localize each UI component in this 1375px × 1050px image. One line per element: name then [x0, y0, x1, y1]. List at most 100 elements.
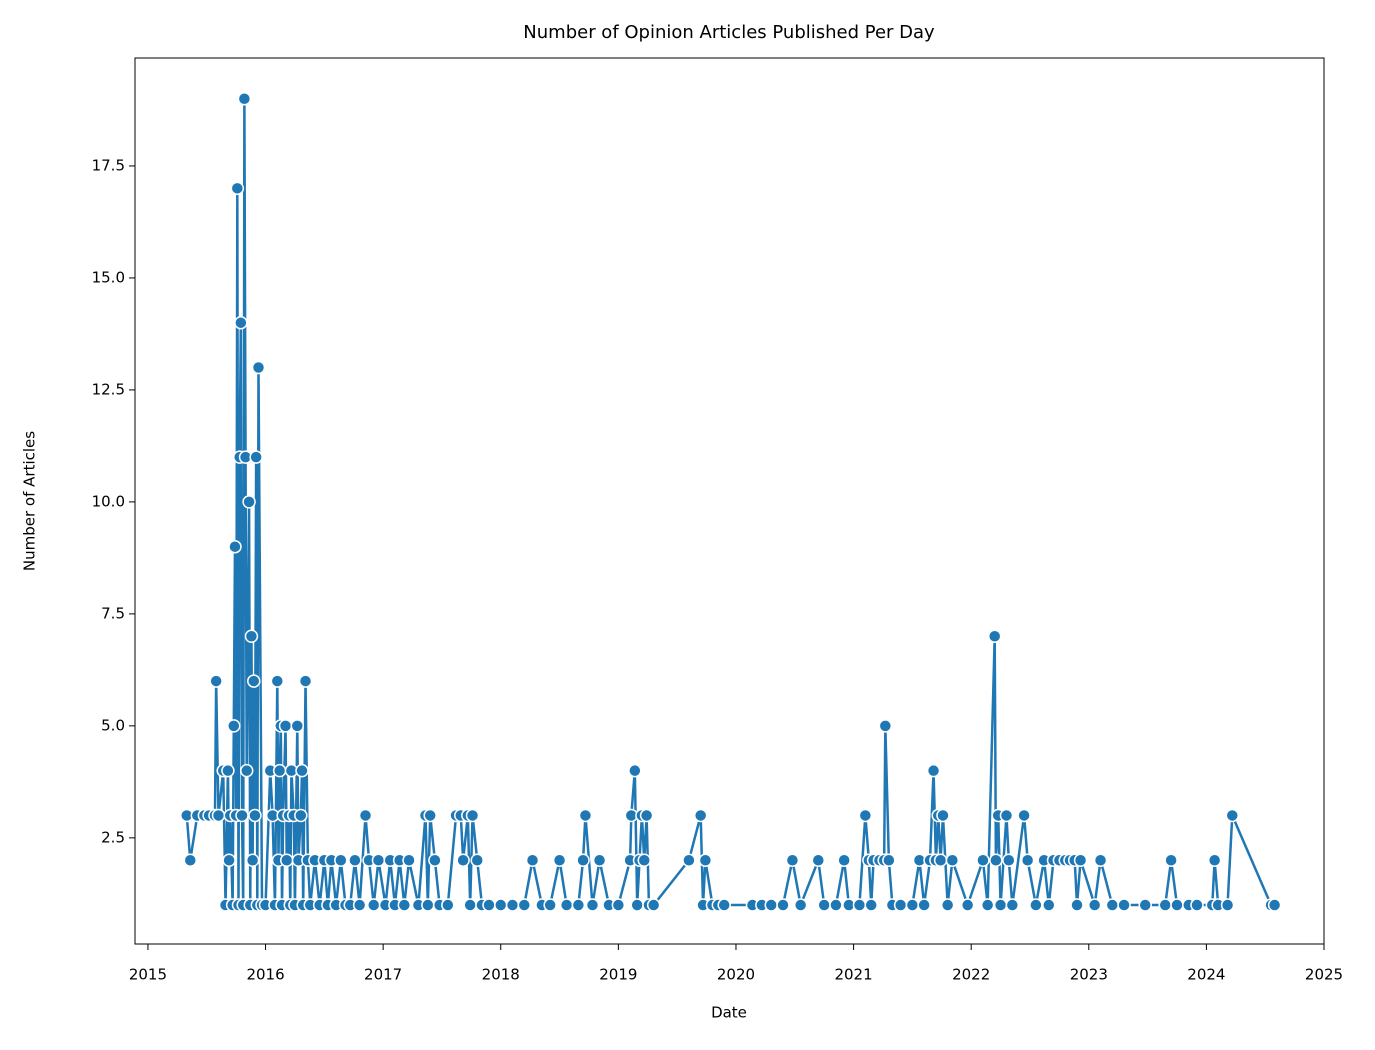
point [249, 450, 263, 464]
x-tick-label: 2020 [717, 966, 755, 984]
y-tick-label: 5.0 [101, 716, 125, 734]
y-tick-label: 17.5 [92, 156, 125, 174]
point [494, 898, 508, 912]
x-tick-label: 2016 [246, 966, 284, 984]
point [698, 853, 713, 867]
point [811, 853, 826, 867]
point [960, 898, 975, 912]
line [185, 97, 1275, 907]
point [402, 853, 416, 867]
point [237, 92, 252, 106]
point [1164, 853, 1178, 867]
x-axis-label: Date [711, 1004, 747, 1022]
point [235, 808, 249, 823]
x-tick-label: 2021 [834, 966, 872, 984]
point [1267, 898, 1282, 912]
y-tick-label: 10.0 [92, 492, 125, 510]
point [785, 853, 800, 867]
point [371, 853, 386, 867]
point [630, 898, 644, 912]
point [993, 898, 1008, 912]
point [222, 853, 236, 867]
point [1042, 898, 1056, 912]
point [294, 808, 308, 823]
point [334, 853, 348, 867]
y-tick-label: 12.5 [92, 380, 125, 398]
point [864, 898, 878, 912]
point [837, 853, 851, 867]
point [571, 898, 586, 912]
point [517, 898, 532, 912]
point [183, 853, 198, 867]
point [247, 674, 261, 688]
point [829, 898, 843, 912]
point [482, 898, 496, 912]
point [1029, 898, 1043, 912]
point [940, 898, 955, 912]
point [251, 360, 266, 375]
point [1073, 853, 1088, 867]
point [295, 763, 309, 778]
point [1017, 808, 1031, 823]
point [543, 898, 557, 912]
point [525, 853, 540, 867]
point [211, 808, 226, 823]
point [1105, 898, 1120, 912]
point [576, 853, 590, 867]
point [272, 763, 287, 778]
point [242, 495, 256, 509]
point [227, 719, 241, 733]
point [578, 808, 593, 823]
x-tick-label: 2018 [482, 966, 520, 984]
point [764, 898, 779, 912]
point [463, 898, 477, 912]
y-tick-label: 15.0 [92, 268, 125, 286]
point [585, 898, 600, 912]
point [230, 181, 245, 196]
x-tick-label: 2024 [1187, 966, 1225, 984]
point [1070, 898, 1084, 912]
chart-title: Number of Opinion Articles Published Per… [523, 22, 935, 43]
point [421, 898, 435, 912]
point [245, 853, 260, 867]
point [441, 898, 455, 912]
point [352, 898, 367, 912]
x-tick-label: 2015 [129, 966, 167, 984]
point [858, 808, 873, 823]
point [989, 853, 1003, 867]
y-tick-label: 2.5 [101, 828, 125, 846]
point [933, 853, 948, 867]
y-tick-label: 7.5 [101, 604, 125, 622]
point [221, 763, 235, 778]
point [999, 808, 1014, 823]
x-tick-label: 2019 [599, 966, 637, 984]
point [682, 853, 696, 867]
point [637, 853, 651, 867]
point [290, 719, 305, 733]
point [1207, 853, 1222, 867]
point [366, 898, 381, 912]
point [976, 853, 990, 867]
point [793, 898, 808, 912]
point [646, 898, 661, 912]
point [552, 853, 567, 867]
x-tick-label: 2017 [364, 966, 402, 984]
plot-frame [134, 57, 1325, 945]
x-tick-label: 2023 [1070, 966, 1108, 984]
point [1170, 898, 1184, 912]
point [1225, 808, 1240, 823]
point [852, 898, 867, 912]
point [348, 853, 362, 867]
point [1220, 898, 1235, 912]
point [1117, 898, 1131, 912]
point [878, 719, 893, 733]
point [358, 808, 373, 823]
point [505, 898, 520, 912]
x-tick-label: 2022 [952, 966, 990, 984]
point [1002, 853, 1016, 867]
point [936, 808, 950, 823]
point [1158, 898, 1172, 912]
point [926, 763, 941, 778]
point [817, 898, 831, 912]
point [611, 898, 626, 912]
